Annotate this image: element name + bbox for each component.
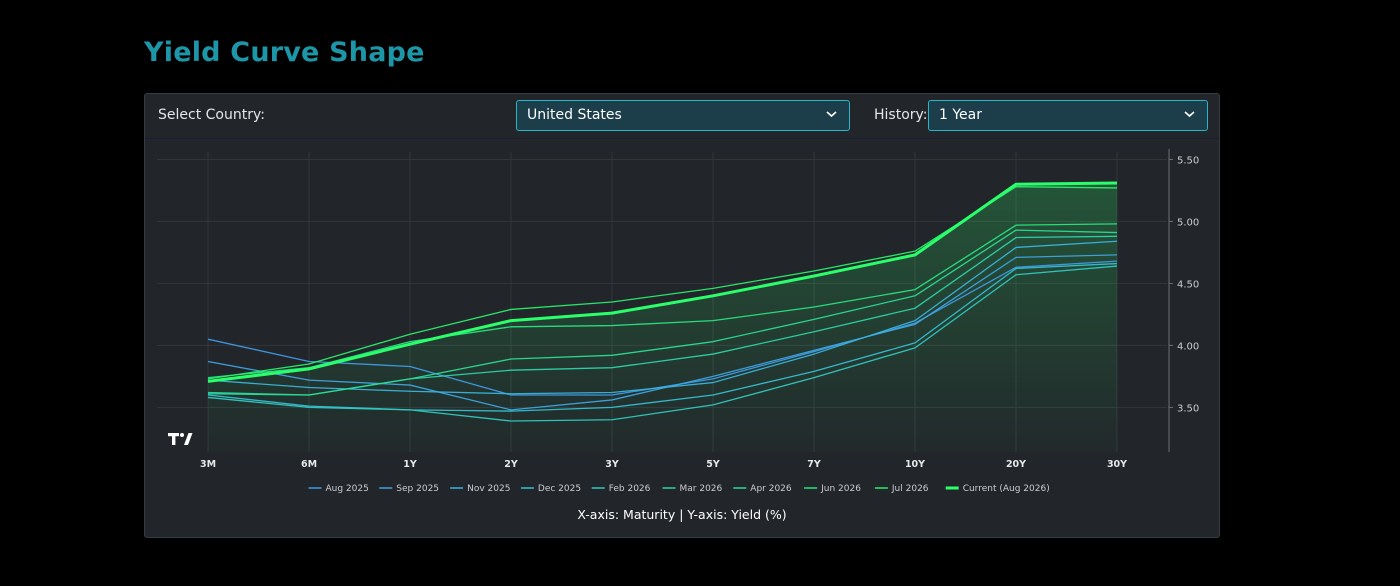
- current-series-area: [208, 182, 1117, 452]
- history-select-value: 1 Year: [939, 107, 982, 123]
- series-line[interactable]: [207, 240, 1118, 395]
- x-tick-label: 3M: [200, 459, 216, 470]
- legend-label: Current (Aug 2026): [963, 484, 1050, 494]
- chart-panel: Select Country: United States History: 1…: [144, 93, 1220, 538]
- legend-label: Mar 2026: [680, 484, 723, 494]
- legend-label: Jul 2026: [891, 484, 929, 494]
- yield-curve-chart[interactable]: 3.50 4.00 4.50 5.00 5.50 3M 6M 1Y 2Y 3Y 5Y 7Y 10Y 20…: [145, 94, 1219, 537]
- x-tick-label: 1Y: [403, 459, 417, 470]
- y-tick-label: 4.00: [1177, 341, 1199, 352]
- chevron-down-icon: [1184, 111, 1195, 118]
- legend-label: Apr 2026: [750, 484, 792, 494]
- x-tick-label: 6M: [301, 459, 317, 470]
- x-tick-label: 2Y: [504, 459, 518, 470]
- axis-description: X-axis: Maturity | Y-axis: Yield (%): [577, 507, 787, 522]
- x-tick-label: 30Y: [1107, 459, 1127, 470]
- controls-bar: Select Country: United States History: 1…: [145, 94, 1219, 139]
- x-tick-label: 7Y: [807, 459, 821, 470]
- series-line[interactable]: [207, 265, 1118, 422]
- series-line[interactable]: [207, 223, 1118, 379]
- legend-label: Feb 2026: [609, 484, 651, 494]
- country-label: Select Country:: [158, 107, 265, 123]
- history-select[interactable]: 1 Year: [928, 100, 1208, 131]
- country-select[interactable]: United States: [516, 100, 850, 131]
- legend-item[interactable]: Jul 2026: [874, 484, 929, 494]
- page-title: Yield Curve Shape: [144, 37, 425, 68]
- country-select-value: United States: [527, 107, 622, 123]
- legend-item[interactable]: Feb 2026: [591, 484, 651, 494]
- y-tick-label: 5.00: [1177, 217, 1199, 228]
- legend-item[interactable]: Sep 2025: [379, 484, 439, 494]
- legend-label: Sep 2025: [396, 484, 439, 494]
- legend-item[interactable]: Jun 2026: [804, 484, 861, 494]
- x-tick-label: 5Y: [706, 459, 720, 470]
- history-label: History:: [874, 107, 928, 123]
- y-tick-label: 5.50: [1177, 155, 1199, 166]
- legend-label: Aug 2025: [326, 484, 369, 494]
- series-line[interactable]: [207, 229, 1118, 396]
- tradingview-logo-icon[interactable]: [168, 433, 193, 445]
- legend-item[interactable]: Aug 2025: [308, 484, 369, 494]
- legend-item[interactable]: Dec 2025: [520, 484, 581, 494]
- x-tick-label: 10Y: [905, 459, 925, 470]
- x-tick-label: 3Y: [605, 459, 619, 470]
- legend-label: Dec 2025: [538, 484, 581, 494]
- legend-label: Nov 2025: [467, 484, 510, 494]
- y-tick-label: 4.50: [1177, 279, 1199, 290]
- legend-item[interactable]: Mar 2026: [662, 484, 723, 494]
- x-tick-label: 20Y: [1006, 459, 1026, 470]
- legend-item[interactable]: Current (Aug 2026): [945, 484, 1050, 494]
- legend-item[interactable]: Nov 2025: [450, 484, 510, 494]
- chevron-down-icon: [826, 111, 837, 118]
- legend-label: Jun 2026: [820, 484, 861, 494]
- legend-item[interactable]: Apr 2026: [733, 484, 792, 494]
- y-tick-label: 3.50: [1177, 403, 1199, 414]
- series-line[interactable]: [207, 181, 1118, 383]
